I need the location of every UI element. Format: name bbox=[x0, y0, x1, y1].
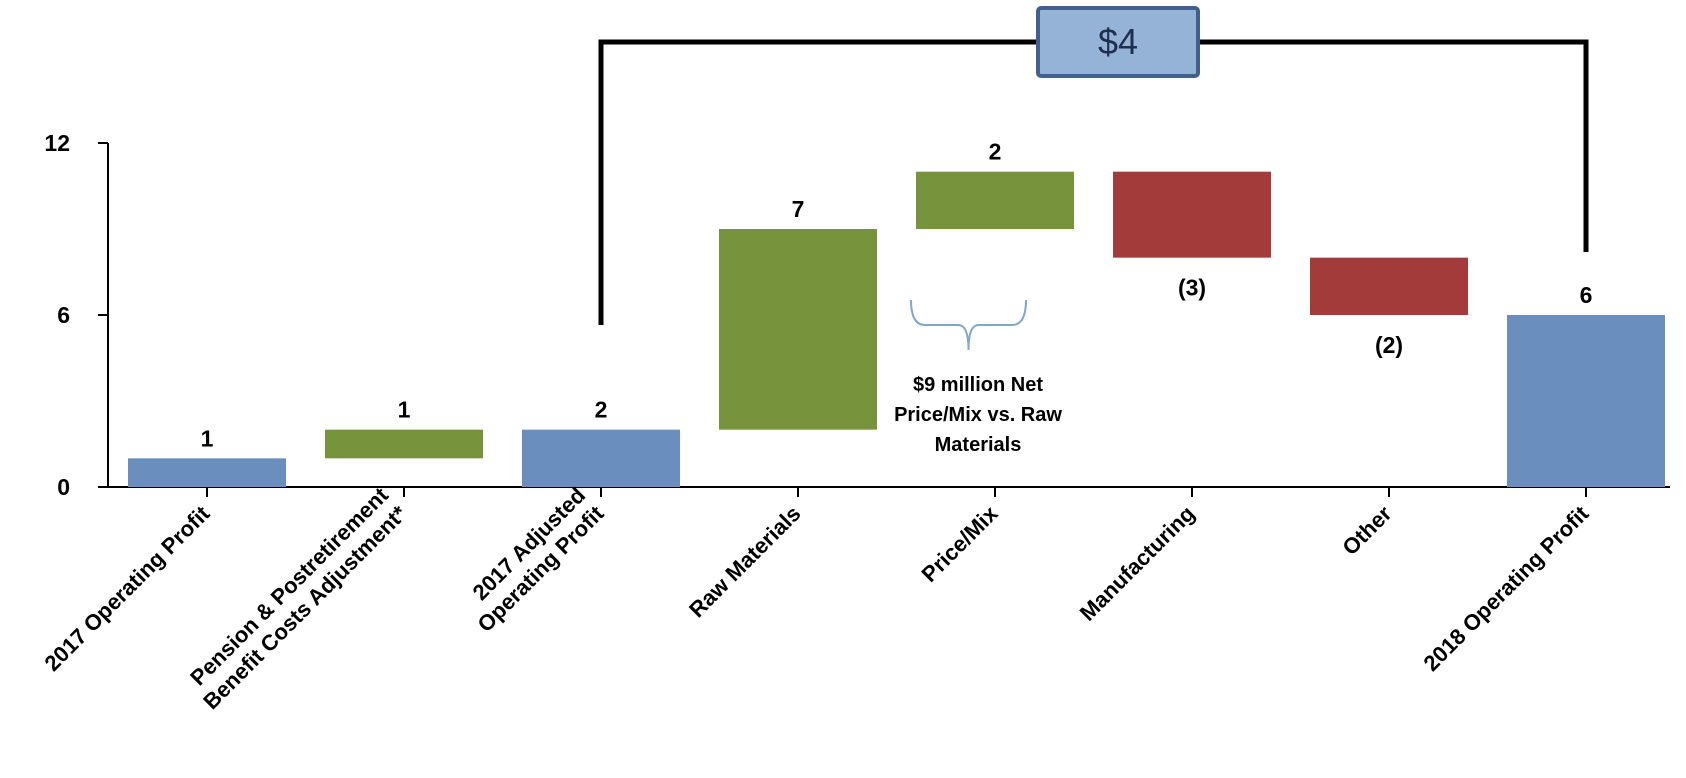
category-label-line: Raw Materials bbox=[684, 501, 805, 622]
bracket-label-box bbox=[1036, 6, 1200, 78]
annotation-brace bbox=[910, 299, 1027, 351]
bar-decrease bbox=[1310, 257, 1468, 315]
data-label: 2 bbox=[989, 139, 1002, 165]
bracket-label: $4 bbox=[1098, 21, 1138, 62]
category-label: Pension & PostretirementBenefit Costs Ad… bbox=[180, 482, 412, 714]
y-tick-label: 12 bbox=[44, 130, 70, 156]
bar-increase bbox=[916, 171, 1074, 229]
data-label: 1 bbox=[201, 425, 214, 451]
category-label-line: Benefit Costs Adjustment* bbox=[198, 501, 412, 715]
data-label: 1 bbox=[398, 397, 411, 423]
data-label: 6 bbox=[1580, 282, 1593, 308]
bar-decrease bbox=[1113, 171, 1271, 258]
category-label-line: 2017 Operating Profit bbox=[40, 500, 215, 675]
category-label: Raw Materials bbox=[684, 501, 805, 622]
category-label: Other bbox=[1337, 501, 1396, 560]
category-label: 2017 AdjustedOperating Profit bbox=[454, 482, 609, 637]
category-label-line: Price/Mix bbox=[917, 500, 1004, 587]
annotation-text: $9 million Net bbox=[913, 374, 1043, 396]
category-label: Price/Mix bbox=[917, 500, 1004, 587]
y-tick-label: 0 bbox=[57, 474, 70, 500]
bar-total bbox=[522, 429, 680, 487]
category-label: 2017 Operating Profit bbox=[40, 500, 215, 675]
data-label: (2) bbox=[1375, 332, 1403, 358]
annotation-text: Price/Mix vs. Raw bbox=[894, 404, 1062, 426]
bar-total bbox=[128, 458, 286, 487]
category-label: Manufacturing bbox=[1075, 501, 1200, 626]
data-label: 7 bbox=[792, 196, 805, 222]
data-label: 2 bbox=[595, 397, 608, 423]
annotation-text: Materials bbox=[935, 434, 1022, 456]
y-tick-label: 6 bbox=[57, 302, 70, 328]
category-label-line: Other bbox=[1337, 501, 1396, 560]
bar-total bbox=[1507, 315, 1665, 487]
category-label-line: Pension & Postretirement bbox=[185, 482, 393, 690]
category-label-line: 2018 Operating Profit bbox=[1419, 500, 1594, 675]
category-label: 2018 Operating Profit bbox=[1419, 500, 1594, 675]
bar-increase bbox=[719, 229, 877, 430]
data-label: (3) bbox=[1178, 275, 1206, 301]
bar-increase bbox=[325, 429, 483, 459]
category-label-line: Manufacturing bbox=[1075, 501, 1200, 626]
